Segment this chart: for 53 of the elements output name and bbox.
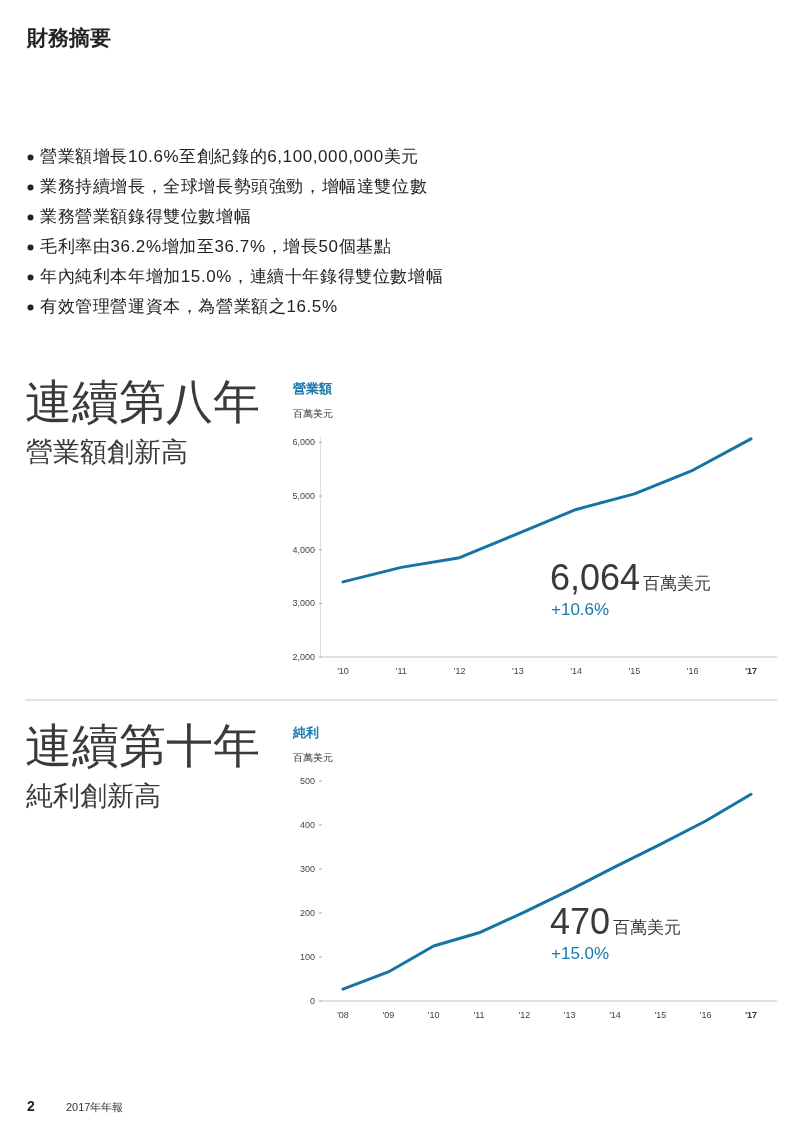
text: 業務持續增長，全球增長勢頭強勁，增幅達雙位數 xyxy=(40,177,428,196)
x-tick-label: '10 xyxy=(427,1010,440,1020)
annotation: 470 xyxy=(550,900,611,942)
x-tick-label: '08 xyxy=(337,1010,349,1020)
x-tick-label: '17 xyxy=(744,1010,758,1020)
x-tick-label: '14 xyxy=(570,666,583,676)
x-tick-label: '17 xyxy=(744,666,758,676)
x-tick-label: '13 xyxy=(563,1010,576,1020)
x-tick-label: '15 xyxy=(654,1010,667,1020)
x-tick-label: '13 xyxy=(511,666,524,676)
y-tick-label: 100 xyxy=(299,952,315,962)
text: 營業額增長10.6%至創紀錄的6,100,000,000美元 xyxy=(40,147,419,166)
text: 2017年年報 xyxy=(66,1100,124,1115)
y-tick-label: 6,000 xyxy=(292,437,315,448)
text: 業務營業額錄得雙位數增幅 xyxy=(40,207,252,226)
x-tick-label: '15 xyxy=(628,666,641,676)
y-axis-title: 百萬美元 xyxy=(293,407,333,419)
annotation: +15.0% xyxy=(551,943,610,963)
x-tick-label: '16 xyxy=(699,1010,712,1020)
y-tick-label: 4,000 xyxy=(292,544,315,555)
y-tick-label: 200 xyxy=(299,908,315,918)
x-tick-label: '11 xyxy=(473,1010,485,1020)
x-tick-label: '12 xyxy=(518,1010,531,1020)
x-tick-label: '10 xyxy=(337,666,349,676)
y-tick-label: 500 xyxy=(299,776,315,786)
text: 財務摘要 xyxy=(27,25,111,51)
annotation: 百萬美元 xyxy=(643,573,712,593)
y-tick-label: 300 xyxy=(299,864,315,874)
text: 2 xyxy=(27,1098,36,1114)
y-axis-title: 百萬美元 xyxy=(293,751,333,763)
chart-title: 純利 xyxy=(292,724,319,740)
y-tick-label: 0 xyxy=(309,996,315,1006)
y-tick-label: 400 xyxy=(299,820,315,830)
text: 連續第十年 xyxy=(25,718,260,772)
annotation: 6,064 xyxy=(550,556,641,598)
y-tick-label: 3,000 xyxy=(292,598,315,609)
y-tick-label: 2,000 xyxy=(292,652,315,662)
text: 有效管理營運資本，為營業額之16.5% xyxy=(40,297,338,316)
text: 連續第八年 xyxy=(25,374,260,428)
annotation: 百萬美元 xyxy=(613,917,682,937)
text: 毛利率由36.2%增加至36.7%，增長50個基點 xyxy=(40,237,392,256)
x-tick-label: '12 xyxy=(453,666,466,676)
x-tick-label: '16 xyxy=(686,666,699,676)
line-series xyxy=(341,792,753,991)
y-tick-label: 5,000 xyxy=(292,491,315,502)
text: 年內純利本年增加15.0%，連續十年錄得雙位數增幅 xyxy=(40,267,444,286)
text: 營業額創新高 xyxy=(26,437,188,467)
text: 純利創新高 xyxy=(26,781,161,811)
x-tick-label: '09 xyxy=(382,1010,395,1020)
x-tick-label: '11 xyxy=(395,666,407,676)
annotation: +10.6% xyxy=(551,599,610,619)
chart-title: 營業額 xyxy=(293,380,332,396)
x-tick-label: '14 xyxy=(609,1010,621,1020)
